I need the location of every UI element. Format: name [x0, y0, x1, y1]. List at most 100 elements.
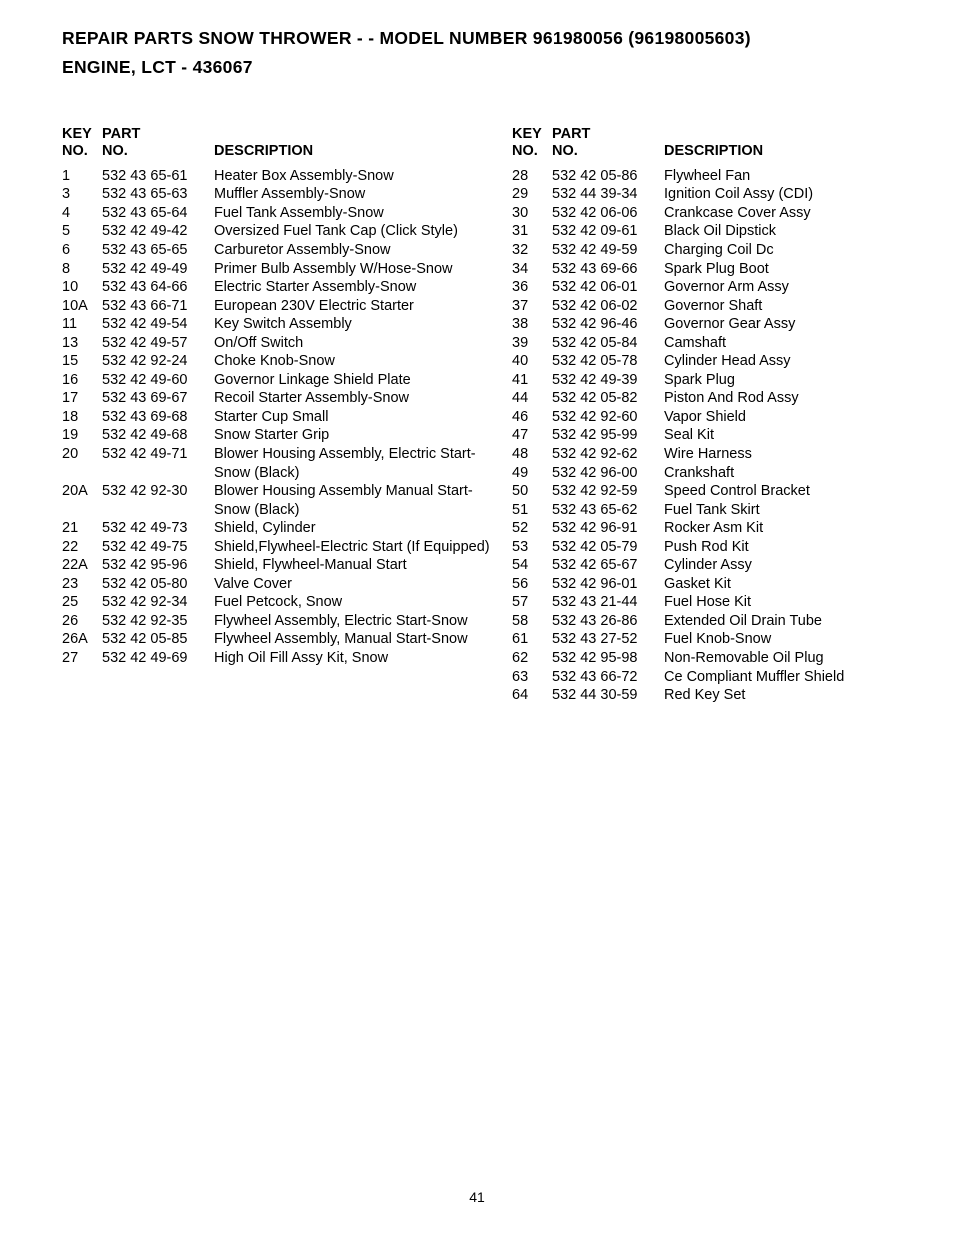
- key-no-cell: 4: [62, 204, 102, 223]
- part-no-cell: 532 43 69-67: [102, 389, 214, 408]
- page-title-line1: REPAIR PARTS SNOW THROWER - - MODEL NUMB…: [62, 28, 914, 49]
- description-cell: Ce Compliant Muffler Shield: [664, 668, 912, 687]
- description-cell: Gasket Kit: [664, 575, 912, 594]
- description-cell: Cylinder Assy: [664, 556, 912, 575]
- table-row: 61532 43 27-52Fuel Knob-Snow: [512, 630, 912, 649]
- table-row: 28532 42 05-86Flywheel Fan: [512, 167, 912, 186]
- key-no-cell: 8: [62, 260, 102, 279]
- table-row: 50532 42 92-59Speed Control Bracket: [512, 482, 912, 501]
- key-no-cell: 5: [62, 222, 102, 241]
- header-key-line1-r: KEY: [512, 126, 552, 143]
- description-cell: Fuel Tank Assembly-Snow: [214, 204, 500, 223]
- table-row: 26A532 42 05-85Flywheel Assembly, Manual…: [62, 630, 500, 649]
- description-cell: Governor Shaft: [664, 297, 912, 316]
- table-row: 1532 43 65-61Heater Box Assembly-Snow: [62, 167, 500, 186]
- table-row: 22532 42 49-75Shield,Flywheel-Electric S…: [62, 538, 500, 557]
- page-title-line2: ENGINE, LCT - 436067: [62, 57, 914, 78]
- table-row: 8532 42 49-49Primer Bulb Assembly W/Hose…: [62, 260, 500, 279]
- page-number: 41: [0, 1189, 954, 1205]
- key-no-cell: 15: [62, 352, 102, 371]
- part-no-cell: 532 42 92-34: [102, 593, 214, 612]
- part-no-cell: 532 42 49-59: [552, 241, 664, 260]
- key-no-cell: 11: [62, 315, 102, 334]
- description-cell: Heater Box Assembly-Snow: [214, 167, 500, 186]
- description-cell: Governor Gear Assy: [664, 315, 912, 334]
- description-cell: Fuel Petcock, Snow: [214, 593, 500, 612]
- description-cell: Muffler Assembly-Snow: [214, 185, 500, 204]
- parts-columns: KEY NO. PART NO. DESCRIPTION 1532 43 65-…: [62, 126, 914, 705]
- table-row: 18532 43 69-68Starter Cup Small: [62, 408, 500, 427]
- table-row: 22A532 42 95-96Shield, Flywheel-Manual S…: [62, 556, 500, 575]
- part-no-cell: 532 43 65-64: [102, 204, 214, 223]
- table-row: 3532 43 65-63Muffler Assembly-Snow: [62, 185, 500, 204]
- header-part-line1-r: PART: [552, 126, 664, 143]
- description-cell: Camshaft: [664, 334, 912, 353]
- key-no-cell: 48: [512, 445, 552, 464]
- key-no-cell: 40: [512, 352, 552, 371]
- part-no-cell: 532 42 49-69: [102, 649, 214, 668]
- key-no-cell: 16: [62, 371, 102, 390]
- key-no-cell: 29: [512, 185, 552, 204]
- part-no-cell: 532 43 69-68: [102, 408, 214, 427]
- key-no-cell: 62: [512, 649, 552, 668]
- part-no-cell: 532 43 27-52: [552, 630, 664, 649]
- key-no-cell: 23: [62, 575, 102, 594]
- description-cell: Starter Cup Small: [214, 408, 500, 427]
- part-no-cell: 532 42 49-68: [102, 426, 214, 445]
- table-row: 40532 42 05-78Cylinder Head Assy: [512, 352, 912, 371]
- part-no-cell: 532 42 49-60: [102, 371, 214, 390]
- description-cell: Choke Knob-Snow: [214, 352, 500, 371]
- table-row: 5532 42 49-42Oversized Fuel Tank Cap (Cl…: [62, 222, 500, 241]
- table-row: 39532 42 05-84Camshaft: [512, 334, 912, 353]
- table-row: 25532 42 92-34Fuel Petcock, Snow: [62, 593, 500, 612]
- description-cell: Blower Housing Assembly, Electric Start-…: [214, 445, 500, 482]
- table-row: 49532 42 96-00Crankshaft: [512, 464, 912, 483]
- header-key-line1: KEY: [62, 126, 102, 143]
- key-no-cell: 64: [512, 686, 552, 705]
- description-cell: Red Key Set: [664, 686, 912, 705]
- table-row: 31532 42 09-61Black Oil Dipstick: [512, 222, 912, 241]
- key-no-cell: 18: [62, 408, 102, 427]
- description-cell: Governor Linkage Shield Plate: [214, 371, 500, 390]
- part-no-cell: 532 42 06-06: [552, 204, 664, 223]
- key-no-cell: 58: [512, 612, 552, 631]
- right-table-body: 28532 42 05-86Flywheel Fan29532 44 39-34…: [512, 167, 912, 705]
- part-no-cell: 532 42 05-85: [102, 630, 214, 649]
- key-no-cell: 34: [512, 260, 552, 279]
- header-part-line2: NO.: [102, 143, 214, 160]
- table-row: 37532 42 06-02Governor Shaft: [512, 297, 912, 316]
- table-row: 20A532 42 92-30Blower Housing Assembly M…: [62, 482, 500, 519]
- table-row: 29532 44 39-34Ignition Coil Assy (CDI): [512, 185, 912, 204]
- part-no-cell: 532 42 49-54: [102, 315, 214, 334]
- part-no-cell: 532 42 92-60: [552, 408, 664, 427]
- description-cell: European 230V Electric Starter: [214, 297, 500, 316]
- part-no-cell: 532 42 92-62: [552, 445, 664, 464]
- part-no-cell: 532 44 39-34: [552, 185, 664, 204]
- table-row: 27532 42 49-69High Oil Fill Assy Kit, Sn…: [62, 649, 500, 668]
- table-row: 63532 43 66-72Ce Compliant Muffler Shiel…: [512, 668, 912, 687]
- description-cell: Primer Bulb Assembly W/Hose-Snow: [214, 260, 500, 279]
- table-row: 34532 43 69-66Spark Plug Boot: [512, 260, 912, 279]
- description-cell: Flywheel Assembly, Manual Start-Snow: [214, 630, 500, 649]
- part-no-cell: 532 42 92-24: [102, 352, 214, 371]
- table-row: 6532 43 65-65Carburetor Assembly-Snow: [62, 241, 500, 260]
- table-row: 15532 42 92-24Choke Knob-Snow: [62, 352, 500, 371]
- table-row: 58532 43 26-86Extended Oil Drain Tube: [512, 612, 912, 631]
- key-no-cell: 17: [62, 389, 102, 408]
- header-part-line2-r: NO.: [552, 143, 664, 160]
- key-no-cell: 54: [512, 556, 552, 575]
- description-cell: Fuel Knob-Snow: [664, 630, 912, 649]
- part-no-cell: 532 43 65-63: [102, 185, 214, 204]
- table-row: 10532 43 64-66Electric Starter Assembly-…: [62, 278, 500, 297]
- key-no-cell: 30: [512, 204, 552, 223]
- table-row: 48532 42 92-62Wire Harness: [512, 445, 912, 464]
- description-cell: On/Off Switch: [214, 334, 500, 353]
- header-desc-blank-r: [664, 126, 912, 143]
- key-no-cell: 36: [512, 278, 552, 297]
- key-no-cell: 51: [512, 501, 552, 520]
- table-row: 64532 44 30-59Red Key Set: [512, 686, 912, 705]
- header-desc-blank: [214, 126, 500, 143]
- description-cell: Valve Cover: [214, 575, 500, 594]
- part-no-cell: 532 42 95-98: [552, 649, 664, 668]
- part-no-cell: 532 42 49-71: [102, 445, 214, 464]
